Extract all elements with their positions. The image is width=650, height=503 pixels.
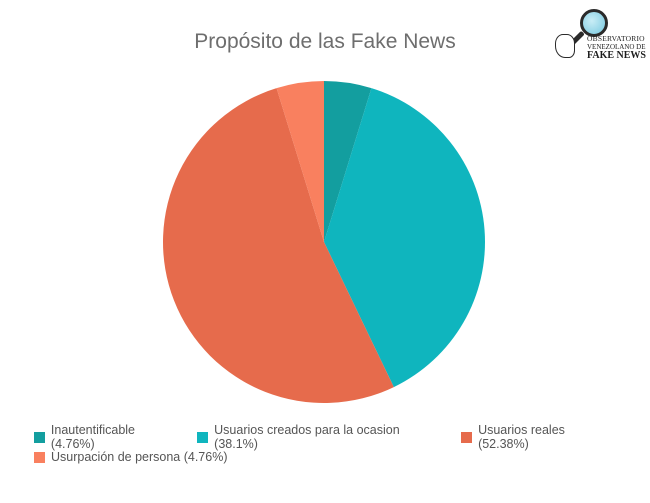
hand-icon	[555, 34, 575, 58]
logo-line-2: VENEZOLANO DE	[587, 43, 646, 51]
legend-swatch	[461, 431, 473, 443]
legend-item-usuarios-creados[interactable]: Usuarios creados para la ocasion (38.1%)	[197, 423, 445, 451]
legend-swatch	[34, 431, 45, 443]
legend-row-1: Inautentificable (4.76%) Usuarios creado…	[34, 423, 634, 451]
legend-label: Usuarios reales (52.38%)	[478, 423, 565, 451]
legend-label: Inautentificable (4.76%)	[50, 423, 136, 451]
legend-swatch	[197, 431, 209, 443]
pie-slice-usurpacion[interactable]	[276, 81, 324, 242]
legend-item-inautentificable[interactable]: Inautentificable (4.76%)	[34, 423, 181, 451]
logo-line-3: FAKE NEWS	[587, 50, 646, 61]
logo-line-1: OBSERVATORIO	[587, 34, 645, 43]
legend-swatch	[34, 451, 45, 463]
chart-legend: Inautentificable (4.76%) Usuarios creado…	[34, 423, 634, 468]
pie-slice-usuarios-creados[interactable]	[324, 88, 485, 388]
legend-row-2: Usurpación de persona (4.76%)	[34, 448, 634, 466]
legend-item-usuarios-reales[interactable]: Usuarios reales (52.38%)	[461, 423, 618, 451]
legend-item-usurpacion[interactable]: Usurpación de persona (4.76%)	[34, 450, 228, 464]
pie-slice-inautentificable[interactable]	[324, 81, 372, 242]
legend-label: Usuarios creados para la ocasion (38.1%)	[214, 423, 400, 451]
magnifier-icon	[580, 9, 608, 37]
legend-label: Usurpación de persona (4.76%)	[51, 450, 228, 464]
pie-slice-usuarios-reales[interactable]	[163, 88, 394, 403]
chart-title: Propósito de las Fake News	[194, 30, 456, 53]
observatorio-logo: OBSERVATORIO VENEZOLANO DE FAKE NEWS	[553, 6, 646, 64]
